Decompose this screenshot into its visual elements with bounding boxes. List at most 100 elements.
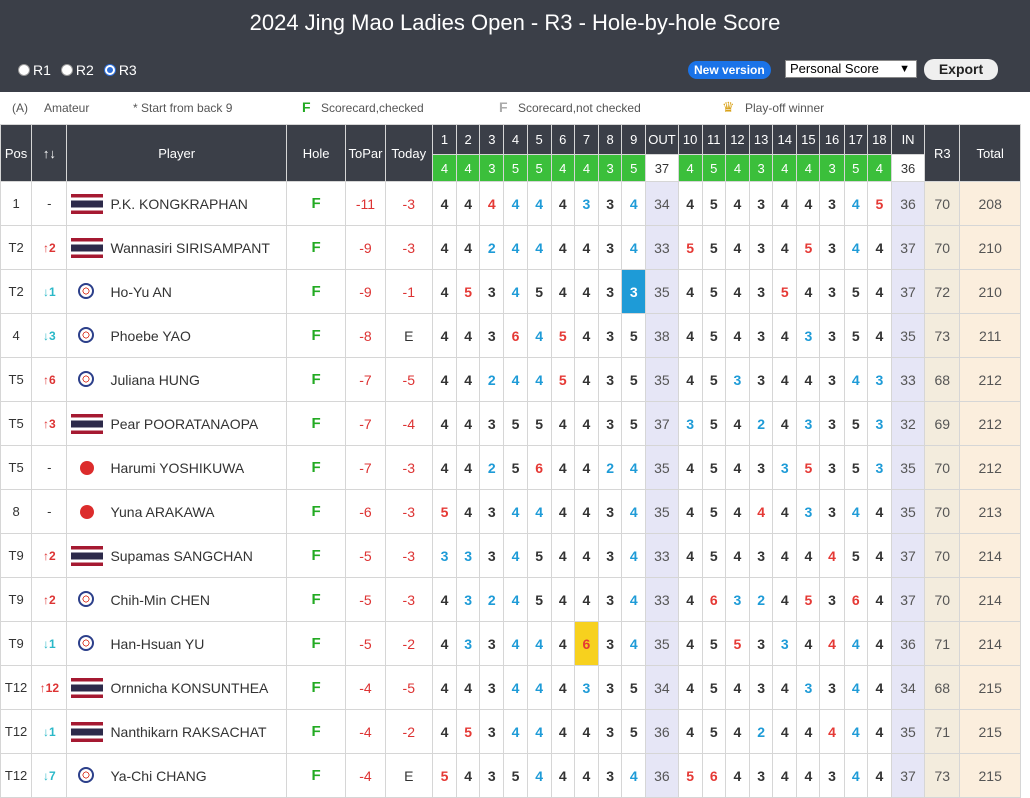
player-cell[interactable]: Han-Hsuan YU xyxy=(66,621,287,666)
table-row[interactable]: T5 ↑6 Juliana HUNG F -7 -5 4 4 2 4 4 5 4 3 5 35 4 5 3 3 4 4 3 4… xyxy=(0,357,1021,402)
player-cell[interactable]: P.K. KONGKRAPHAN xyxy=(66,181,287,226)
radio-button-icon[interactable] xyxy=(18,64,30,76)
score-cell: 4 xyxy=(772,225,798,270)
player-name[interactable]: Han-Hsuan YU xyxy=(110,635,205,652)
header-par: 5 xyxy=(526,154,552,182)
header-par: 4 xyxy=(431,154,458,182)
round-radio-r1[interactable]: R1 xyxy=(18,62,51,78)
score-cell: 4 xyxy=(772,357,798,402)
player-cell[interactable]: Ho-Yu AN xyxy=(66,269,287,314)
table-row[interactable]: T9 ↑2 Supamas SANGCHAN F -5 -3 3 3 3 4 5 4 4 3 4 33 4 5 4 3… xyxy=(0,533,1021,578)
out-total-cell: 35 xyxy=(645,489,679,534)
radio-button-icon[interactable] xyxy=(60,64,73,76)
table-row[interactable]: 4 ↓3 Phoebe YAO F -8 E 4 4 3 6 4 5 4 3 5 38 4 5 4 3 4 3 3 5 4 35 7… xyxy=(0,313,1021,358)
score-cell: 5 xyxy=(431,489,458,534)
score-cell: 4 xyxy=(431,445,458,490)
hole-status: F xyxy=(285,489,347,534)
table-row[interactable]: T5 ↑3 Pear POORATANAOPA F -7 -4 4 4 3 5 5 4 4 3 5 37 3 5 4… xyxy=(0,401,1021,446)
score-cell: 4 xyxy=(573,577,600,622)
table-row[interactable]: T2 ↓1 Ho-Yu AN F -9 -1 4 5 3 4 5 4 4 3 3 35 4 5 4 3 5 4 3 5 4 37 7… xyxy=(0,269,1021,314)
header-pos[interactable]: Pos xyxy=(0,124,33,182)
score-cell: 5 xyxy=(621,401,647,446)
round-score-cell: 71 xyxy=(924,621,961,666)
table-row[interactable]: 8- Yuna ARAKAWA F -6 -3 5 4 3 4 4 4 4 3 4 35 4 5 4 4 4 3 3 4 4 3… xyxy=(0,489,1021,534)
round-score-cell: 73 xyxy=(924,753,961,798)
table-row[interactable]: T12 ↓1 Nanthikarn RAKSACHAT F -4 -2 4 5 3 4 4 4 4 3 5 3… xyxy=(0,709,1021,754)
header-today[interactable]: Today xyxy=(384,124,433,182)
player-name[interactable]: Juliana HUNG xyxy=(110,371,200,388)
score-cell: 4 xyxy=(677,445,703,490)
score-cell: 5 xyxy=(701,269,726,314)
round-radio-r3[interactable]: R3 xyxy=(103,62,137,78)
today-cell: E xyxy=(384,313,433,358)
player-name[interactable]: Harumi YOSHIKUWA xyxy=(110,459,245,476)
in-total-cell: 32 xyxy=(890,401,926,446)
player-cell[interactable]: Pear POORATANAOPA xyxy=(66,401,287,446)
player-name[interactable]: Chih-Min CHEN xyxy=(110,591,211,608)
score-cell: 4 xyxy=(724,665,751,710)
score-cell: 4 xyxy=(772,709,798,754)
player-name[interactable]: Pear POORATANAOPA xyxy=(110,415,259,432)
movement-cell: ↑2 xyxy=(31,577,68,622)
table-row[interactable]: T12 ↓7 Ya-Chi CHANG F -4 E 5 4 3 5 4 4 4 3 4 36 5 6 4 3 4 4 3 4… xyxy=(0,753,1021,798)
player-name[interactable]: Yuna ARAKAWA xyxy=(110,503,215,520)
table-row[interactable]: T2 ↑2 Wannasiri SIRISAMPANT F -9 -3 4 4 2 4 4 4 4 3 4 3… xyxy=(0,225,1021,270)
header-topar[interactable]: ToPar xyxy=(345,124,386,182)
player-cell[interactable]: Ornnicha KONSUNTHEA xyxy=(66,665,287,710)
topar-cell: -4 xyxy=(345,665,386,710)
total-score-cell: 210 xyxy=(959,269,1021,314)
export-button[interactable]: Export xyxy=(924,59,998,80)
score-cell: 3 xyxy=(866,357,892,402)
player-name[interactable]: Supamas SANGCHAN xyxy=(110,547,253,564)
player-cell[interactable]: Supamas SANGCHAN xyxy=(66,533,287,578)
movement-cell: ↓3 xyxy=(31,313,68,358)
player-name[interactable]: Wannasiri SIRISAMPANT xyxy=(110,239,270,256)
table-row[interactable]: T9 ↑2 Chih-Min CHEN F -5 -3 4 3 2 4 5 4 4 3 4 33 4 6 3 2 4 5 3… xyxy=(0,577,1021,622)
score-cell: 3 xyxy=(796,401,821,446)
table-row[interactable]: T12 ↑12 Ornnicha KONSUNTHEA F -4 -5 4 4 3 4 4 4 3 3 5 3… xyxy=(0,665,1021,710)
view-select[interactable]: Personal Score ▼ xyxy=(785,60,917,78)
header-total[interactable]: Total xyxy=(959,124,1021,182)
player-cell[interactable]: Ya-Chi CHANG xyxy=(66,753,287,798)
radio-button-selected-icon[interactable] xyxy=(103,64,116,76)
score-cell: 3 xyxy=(749,665,774,710)
header-player[interactable]: Player xyxy=(66,124,287,182)
player-name[interactable]: P.K. KONGKRAPHAN xyxy=(110,195,248,212)
player-name[interactable]: Nanthikarn RAKSACHAT xyxy=(110,723,267,740)
score-cell: 3 xyxy=(772,621,798,666)
score-cell: 4 xyxy=(550,489,575,534)
player-name[interactable]: Ya-Chi CHANG xyxy=(110,767,207,784)
player-cell[interactable]: Nanthikarn RAKSACHAT xyxy=(66,709,287,754)
header-hole-number: 6 xyxy=(550,124,575,155)
player-cell[interactable]: Juliana HUNG xyxy=(66,357,287,402)
movement-cell: ↓1 xyxy=(31,621,68,666)
header-par: 3 xyxy=(479,154,505,182)
player-cell[interactable]: Yuna ARAKAWA xyxy=(66,489,287,534)
header-r3[interactable]: R3 xyxy=(924,124,961,182)
player-cell[interactable]: Wannasiri SIRISAMPANT xyxy=(66,225,287,270)
new-version-button[interactable]: New version xyxy=(688,61,771,79)
header-out: OUT xyxy=(645,124,679,155)
player-cell[interactable]: Chih-Min CHEN xyxy=(66,577,287,622)
header-hole-number: 1 xyxy=(431,124,458,155)
score-cell: 3 xyxy=(724,577,751,622)
table-row[interactable]: T5- Harumi YOSHIKUWA F -7 -3 4 4 2 5 6 4 4 2 4 35 4 5 4 3 3… xyxy=(0,445,1021,490)
header-move[interactable]: ↑↓ xyxy=(31,124,68,182)
player-name[interactable]: Ornnicha KONSUNTHEA xyxy=(110,679,269,696)
header-hole[interactable]: Hole xyxy=(285,124,347,182)
table-row[interactable]: T9 ↓1 Han-Hsuan YU F -5 -2 4 3 3 4 4 4 6 3 4 35 4 5 5 3 3 4 4 4… xyxy=(0,621,1021,666)
out-total-cell: 35 xyxy=(645,357,679,402)
in-total-cell: 37 xyxy=(890,533,926,578)
score-cell: 3 xyxy=(479,709,505,754)
score-cell: 3 xyxy=(819,577,845,622)
player-cell[interactable]: Harumi YOSHIKUWA xyxy=(66,445,287,490)
player-name[interactable]: Phoebe YAO xyxy=(110,327,191,344)
header-hole-number: 12 xyxy=(724,124,751,155)
in-total-cell: 36 xyxy=(890,621,926,666)
player-cell[interactable]: Phoebe YAO xyxy=(66,313,287,358)
player-name[interactable]: Ho-Yu AN xyxy=(110,283,172,300)
flag-ct-icon xyxy=(71,589,104,610)
round-radio-r2[interactable]: R2 xyxy=(60,62,94,78)
score-cell: 4 xyxy=(772,753,798,798)
table-row[interactable]: 1- P.K. KONGKRAPHAN F -11 -3 4 4 4 4 4 4 3 3 4 34 4 5 4 3 4… xyxy=(0,181,1021,226)
